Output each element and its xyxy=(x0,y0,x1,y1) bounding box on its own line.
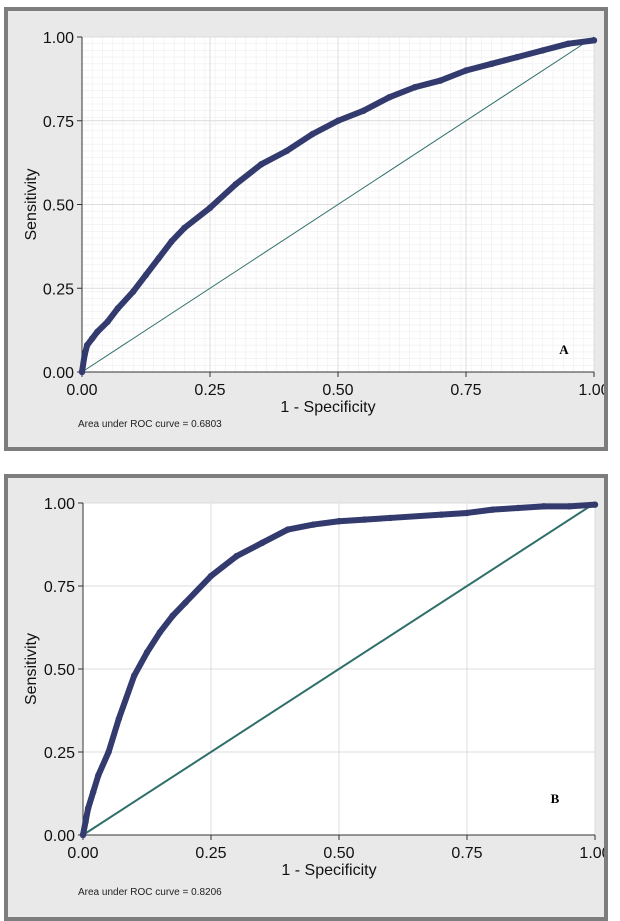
roc-point xyxy=(182,599,189,606)
auc-annotation: Area under ROC curve = 0.6803 xyxy=(78,419,222,430)
y-axis-title: Sensitivity xyxy=(23,168,40,240)
roc-point xyxy=(335,518,343,525)
y-tick-label: 0.75 xyxy=(43,114,74,131)
x-tick-label: 0.50 xyxy=(322,382,353,399)
roc-point xyxy=(591,501,599,508)
roc-point xyxy=(515,504,522,512)
roc-point xyxy=(95,772,102,779)
roc-point xyxy=(155,254,162,262)
roc-point xyxy=(514,53,521,61)
roc-point xyxy=(437,77,444,84)
roc-point xyxy=(81,352,88,359)
roc-point xyxy=(169,612,176,620)
y-tick-label: 0.00 xyxy=(44,828,75,845)
roc-point xyxy=(90,788,97,796)
roc-point xyxy=(590,37,598,44)
roc-point xyxy=(489,506,496,513)
roc-point xyxy=(565,40,572,47)
x-tick-label: 1.00 xyxy=(578,382,604,399)
y-tick-label: 1.00 xyxy=(44,496,75,513)
roc-point xyxy=(360,107,367,114)
roc-curve xyxy=(79,37,597,375)
roc-point xyxy=(115,715,123,722)
roc-point xyxy=(94,328,101,335)
roc-point xyxy=(284,526,291,533)
roc-point xyxy=(104,318,111,325)
y-tick-label: 0.50 xyxy=(44,662,75,679)
y-tick-label: 0.50 xyxy=(43,198,74,215)
roc-point xyxy=(386,94,393,101)
reference-line xyxy=(82,502,596,836)
y-tick-label: 0.75 xyxy=(44,579,75,596)
x-tick-label: 0.75 xyxy=(450,382,481,399)
roc-point xyxy=(539,47,546,54)
roc-point xyxy=(233,552,240,560)
roc-point xyxy=(79,831,87,839)
roc-point xyxy=(82,818,89,825)
roc-point xyxy=(207,572,215,580)
y-tick-label: 1.00 xyxy=(43,30,74,47)
roc-point xyxy=(130,288,137,295)
x-tick-label: 0.25 xyxy=(194,382,225,399)
roc-point xyxy=(232,181,239,188)
roc-point xyxy=(89,335,96,342)
roc-chart-b: 0.00 0.25 0.50 0.75 1.00 0.00 0.25 0.50 0.75 1.00… xyxy=(8,478,604,917)
roc-point xyxy=(566,503,573,510)
x-tick-label: 0.00 xyxy=(66,382,97,399)
panel-label: A xyxy=(559,342,569,357)
reference-line xyxy=(81,36,595,373)
roc-point xyxy=(181,224,188,232)
x-axis-title: 1 - Specificity xyxy=(280,399,375,416)
roc-point xyxy=(114,305,122,312)
panel-label: B xyxy=(551,791,560,806)
auc-annotation: Area under ROC curve = 0.8206 xyxy=(78,887,222,898)
roc-panel-a: 0.00 0.25 0.50 0.75 1.00 0.00 0.25 0.50 0.75 1.00… xyxy=(4,7,608,451)
roc-point xyxy=(131,672,138,679)
roc-point xyxy=(258,161,265,168)
roc-point xyxy=(83,342,91,349)
x-tick-label: 0.25 xyxy=(195,845,226,862)
roc-point xyxy=(309,130,316,138)
roc-point xyxy=(206,204,214,212)
roc-panel-b: 0.00 0.25 0.50 0.75 1.00 0.00 0.25 0.50 0.75 1.00… xyxy=(4,474,608,921)
x-tick-label: 0.75 xyxy=(451,845,482,862)
roc-point xyxy=(387,514,394,522)
roc-point xyxy=(463,509,471,517)
roc-chart-a: 0.00 0.25 0.50 0.75 1.00 0.00 0.25 0.50 0.75 1.00… xyxy=(8,11,604,447)
y-tick-label: 0.25 xyxy=(43,281,74,298)
roc-point xyxy=(462,67,470,74)
roc-point xyxy=(411,84,418,91)
roc-point xyxy=(78,368,86,376)
roc-point xyxy=(488,60,495,67)
roc-point xyxy=(540,503,547,510)
y-axis-title: Sensitivity xyxy=(23,633,40,705)
roc-point xyxy=(84,805,92,812)
roc-point xyxy=(168,238,175,245)
roc-point xyxy=(438,511,445,518)
y-tick-label: 0.25 xyxy=(44,745,75,762)
x-tick-label: 1.00 xyxy=(579,845,604,862)
x-tick-label: 0.00 xyxy=(67,845,98,862)
roc-point xyxy=(310,521,317,528)
roc-point xyxy=(259,539,266,547)
roc-point xyxy=(105,748,112,756)
roc-point xyxy=(283,147,290,155)
roc-point xyxy=(334,117,342,124)
x-tick-label: 0.50 xyxy=(323,845,354,862)
roc-point xyxy=(143,649,151,656)
roc-point xyxy=(142,271,150,279)
y-tick-label: 0.00 xyxy=(43,365,74,382)
roc-point xyxy=(361,516,368,523)
roc-point xyxy=(156,629,163,636)
x-axis-title: 1 - Specificity xyxy=(281,862,376,879)
